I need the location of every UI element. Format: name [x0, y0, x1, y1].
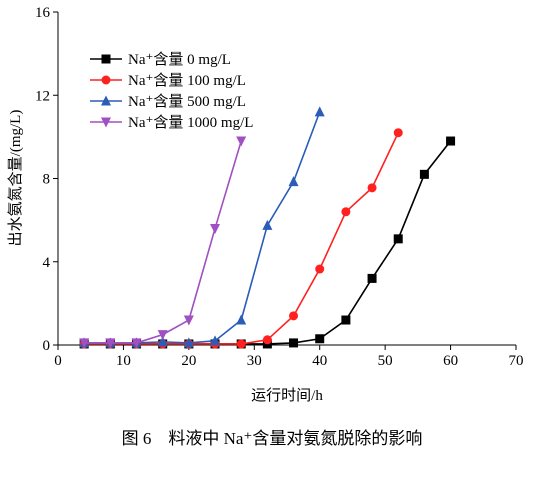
- marker: [101, 117, 111, 128]
- marker: [393, 128, 403, 138]
- x-tick-label: 10: [116, 353, 131, 369]
- marker: [262, 335, 272, 345]
- x-tick-label: 30: [247, 353, 262, 369]
- marker: [289, 338, 299, 348]
- x-tick-label: 70: [509, 353, 524, 369]
- marker: [289, 311, 299, 321]
- marker: [262, 219, 273, 230]
- legend-label: Na⁺含量 1000 mg/L: [128, 114, 253, 131]
- y-tick-label: 12: [35, 88, 50, 104]
- y-axis-label: 出水氨氮含量/(mg/L): [7, 110, 24, 247]
- line: [84, 111, 321, 344]
- x-tick-label: 40: [312, 353, 327, 369]
- marker: [101, 75, 111, 85]
- marker: [367, 183, 377, 193]
- legend-label: Na⁺含量 500 mg/L: [128, 93, 246, 110]
- marker: [210, 335, 221, 346]
- legend-label: Na⁺含量 100 mg/L: [128, 72, 246, 89]
- marker: [288, 176, 299, 187]
- y-tick-label: 8: [43, 172, 51, 188]
- legend-label: Na⁺含量 0 mg/L: [128, 51, 231, 68]
- marker: [157, 336, 168, 347]
- marker: [183, 315, 194, 326]
- x-axis-label: 运行时间/h: [251, 387, 323, 404]
- marker: [101, 54, 111, 64]
- y-tick-label: 16: [35, 5, 51, 21]
- y-tick-label: 0: [43, 338, 51, 354]
- y-tick-label: 4: [43, 255, 51, 271]
- marker: [183, 337, 194, 348]
- marker: [210, 223, 221, 234]
- marker: [236, 314, 247, 325]
- marker: [101, 95, 111, 106]
- line: [84, 140, 242, 344]
- marker: [419, 169, 429, 179]
- marker: [79, 338, 90, 349]
- marker: [131, 338, 142, 349]
- marker: [236, 136, 247, 147]
- marker: [157, 330, 168, 341]
- marker: [367, 273, 377, 283]
- marker: [105, 338, 116, 349]
- marker: [393, 234, 403, 244]
- marker: [341, 315, 351, 325]
- marker: [315, 264, 325, 274]
- marker: [236, 339, 246, 349]
- marker: [341, 207, 351, 217]
- figure-caption: 图 6 料液中 Na⁺含量对氨氮脱除的影响: [122, 429, 423, 448]
- x-tick-label: 50: [378, 353, 393, 369]
- x-tick-label: 20: [181, 353, 196, 369]
- x-tick-label: 60: [443, 353, 458, 369]
- marker: [315, 334, 325, 344]
- marker: [314, 106, 325, 117]
- x-tick-label: 0: [54, 353, 62, 369]
- marker: [446, 136, 456, 146]
